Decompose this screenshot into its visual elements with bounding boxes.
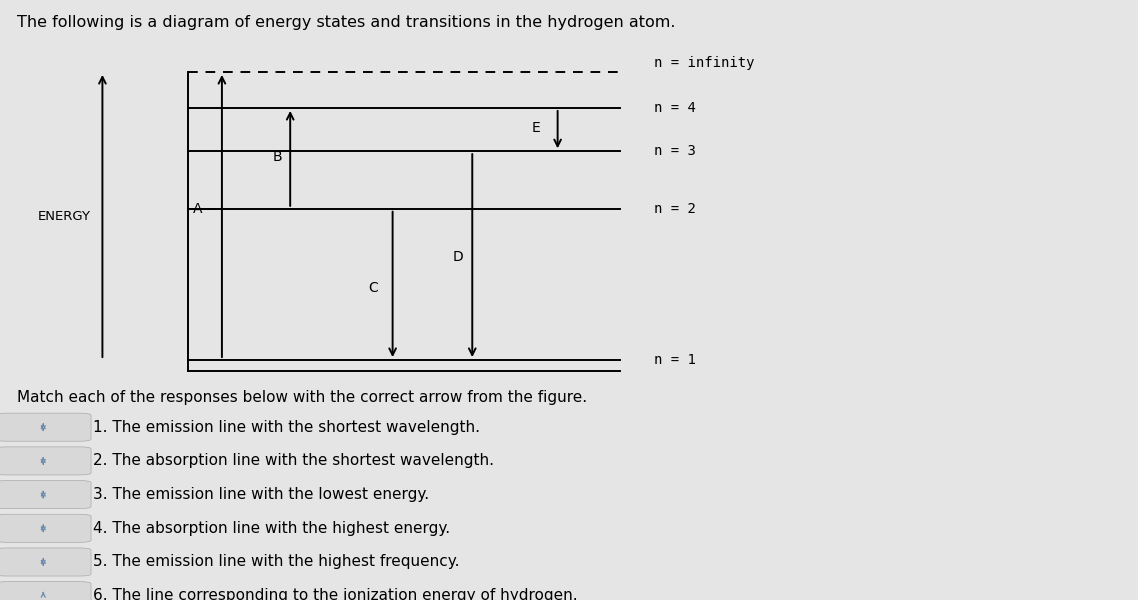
FancyBboxPatch shape [0, 581, 91, 600]
Text: ENERGY: ENERGY [38, 209, 91, 223]
Text: The following is a diagram of energy states and transitions in the hydrogen atom: The following is a diagram of energy sta… [17, 15, 676, 30]
Text: A: A [193, 202, 203, 216]
Text: n = 1: n = 1 [654, 353, 696, 367]
FancyBboxPatch shape [0, 481, 91, 509]
Text: 1. The emission line with the shortest wavelength.: 1. The emission line with the shortest w… [93, 420, 480, 434]
Text: n = 3: n = 3 [654, 144, 696, 158]
Text: 6. The line corresponding to the ionization energy of hydrogen.: 6. The line corresponding to the ionizat… [93, 588, 578, 600]
Text: 4. The absorption line with the highest energy.: 4. The absorption line with the highest … [93, 521, 451, 536]
Text: 3. The emission line with the lowest energy.: 3. The emission line with the lowest ene… [93, 487, 429, 502]
Text: D: D [453, 250, 463, 265]
Text: 2. The absorption line with the shortest wavelength.: 2. The absorption line with the shortest… [93, 454, 494, 469]
FancyBboxPatch shape [0, 447, 91, 475]
FancyBboxPatch shape [0, 413, 91, 441]
Text: n = 4: n = 4 [654, 101, 696, 115]
Text: E: E [531, 121, 541, 135]
FancyBboxPatch shape [0, 514, 91, 542]
Text: 5. The emission line with the highest frequency.: 5. The emission line with the highest fr… [93, 554, 460, 569]
Text: Match each of the responses below with the correct arrow from the figure.: Match each of the responses below with t… [17, 391, 587, 406]
FancyBboxPatch shape [0, 548, 91, 576]
Text: n = infinity: n = infinity [654, 56, 754, 70]
Text: B: B [273, 149, 282, 164]
Text: n = 2: n = 2 [654, 202, 696, 216]
Text: C: C [368, 281, 378, 295]
